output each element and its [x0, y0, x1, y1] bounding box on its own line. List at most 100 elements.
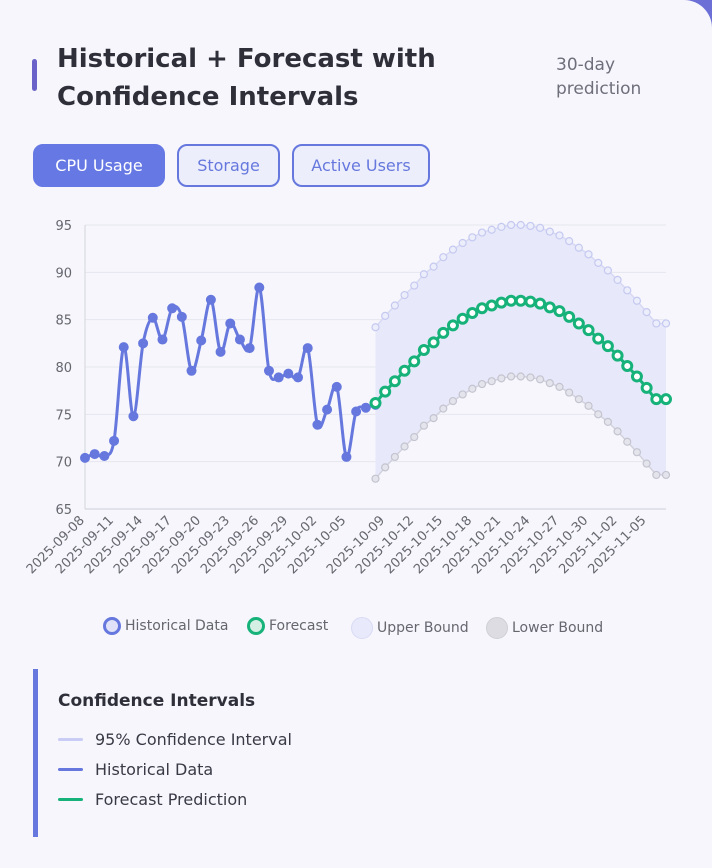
legend-item-forecast[interactable]: Forecast [247, 617, 328, 635]
upper-bound-point [419, 270, 429, 279]
forecast-point [640, 381, 653, 394]
upper-bound-point [516, 220, 525, 230]
lower-bound-point [536, 375, 545, 384]
historical-point [283, 368, 294, 379]
tab-storage[interactable]: Storage [177, 144, 280, 187]
forecast-point [485, 299, 498, 312]
historical-point [322, 404, 333, 415]
historical-point [80, 452, 90, 463]
historical-point [263, 365, 274, 376]
historical-point [273, 372, 284, 383]
historical-point [167, 303, 178, 314]
historical-point [312, 419, 323, 430]
lower-bound-point [623, 437, 632, 446]
upper-bound-point [584, 250, 593, 259]
historical-point [205, 294, 216, 305]
forecast-point [524, 295, 537, 308]
lower-bound-point [526, 373, 535, 382]
forecast-point [398, 364, 411, 377]
forecast-chart: 657075808590952025-09-082025-09-112025-0… [24, 219, 672, 577]
legend-item-historical[interactable]: Historical Data [103, 617, 228, 635]
historical-point [186, 365, 197, 376]
tab-cpu-usage[interactable]: CPU Usage [33, 144, 165, 187]
ci-line-historical [58, 768, 83, 771]
lower-bound-point [400, 442, 409, 451]
upper-bound-point [448, 245, 458, 254]
forecast-point [427, 336, 440, 349]
upper-bound-point [623, 286, 632, 295]
upper-bound-point [536, 223, 545, 232]
lower-bound-point [574, 395, 583, 404]
historical-point [225, 318, 236, 329]
ci-label-historical: Historical Data [95, 760, 214, 779]
historical-point [128, 411, 139, 422]
upper-bound-point [477, 228, 487, 237]
forecast-point [601, 340, 614, 353]
lower-bound-point [458, 390, 467, 399]
upper-bound-point [400, 290, 409, 300]
lower-bound-point [419, 421, 429, 430]
ci-row-forecast: Forecast Prediction [58, 790, 247, 809]
lower-bound-point [371, 474, 380, 483]
lower-bound-point [545, 378, 554, 388]
legend-item-lower-bound[interactable]: Lower Bound [486, 617, 603, 639]
upper-bound-point [545, 227, 554, 236]
legend-swatch-historical [103, 617, 121, 635]
upper-bound-point [497, 222, 506, 231]
upper-bound-point [429, 262, 438, 271]
forecast-point [505, 294, 518, 307]
forecast-point [553, 305, 566, 318]
historical-point [244, 343, 255, 354]
tab-active-users[interactable]: Active Users [292, 144, 430, 187]
forecast-point [534, 297, 547, 310]
lower-bound-point [506, 372, 516, 381]
lower-bound-point [410, 432, 419, 442]
forecast-point [379, 385, 392, 398]
lower-bound-point [390, 452, 399, 462]
y-tick-label: 85 [55, 314, 72, 329]
legend-swatch-upper [351, 617, 373, 639]
lower-bound-point [468, 384, 477, 393]
legend-label-historical: Historical Data [125, 618, 229, 634]
y-tick-label: 80 [55, 361, 72, 376]
historical-point [215, 346, 226, 357]
forecast-point [456, 312, 469, 325]
chart-legend: Historical Data Forecast Upper Bound Low… [0, 617, 712, 643]
lower-bound-point [439, 404, 448, 413]
upper-bound-point [574, 243, 583, 252]
historical-point [302, 343, 313, 354]
upper-bound-point [439, 253, 448, 262]
upper-bound-point [458, 238, 467, 248]
forecast-point [650, 393, 663, 406]
historical-line [83, 285, 377, 460]
forecast-point [592, 332, 605, 345]
historical-point [341, 451, 352, 462]
ci-panel-title: Confidence Intervals [58, 691, 256, 711]
legend-label-forecast: Forecast [269, 618, 329, 634]
forecast-point [476, 302, 489, 315]
lower-bound-point [584, 401, 593, 410]
upper-bound-point [661, 319, 671, 328]
lower-bound-point [613, 427, 622, 436]
y-tick-label: 65 [55, 503, 72, 518]
forecast-point [543, 301, 556, 314]
forecast-point [660, 393, 672, 406]
legend-label-upper: Upper Bound [377, 620, 469, 636]
historical-point [234, 334, 245, 345]
upper-bound-point [410, 281, 419, 290]
forecast-point [572, 317, 585, 330]
forecast-point [611, 349, 624, 362]
upper-bound-point [594, 258, 603, 267]
historical-point [99, 450, 110, 461]
historical-point [196, 335, 207, 346]
forecast-point [582, 324, 595, 337]
historical-point [157, 334, 168, 345]
upper-bound-point [390, 301, 399, 310]
lower-bound-point [429, 414, 438, 423]
forecast-point [621, 360, 634, 373]
lower-bound-point [603, 417, 613, 427]
historical-point [293, 372, 304, 383]
forecast-point [369, 396, 382, 409]
upper-bound-point [526, 221, 535, 231]
legend-item-upper-bound[interactable]: Upper Bound [351, 617, 469, 639]
